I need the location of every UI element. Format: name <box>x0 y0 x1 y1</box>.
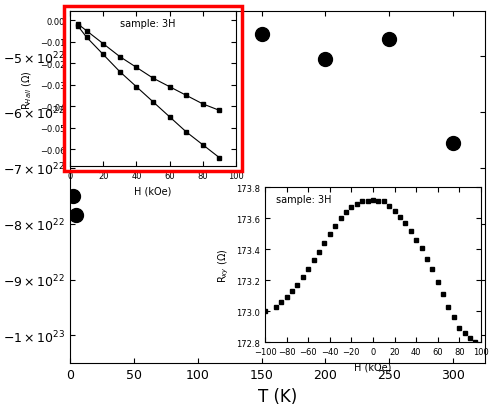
Point <box>92 95 100 102</box>
Point <box>117 84 125 91</box>
X-axis label: T (K): T (K) <box>258 387 297 405</box>
Point <box>72 212 80 219</box>
Point <box>98 90 106 97</box>
Point <box>85 101 93 108</box>
Point <box>449 140 457 147</box>
Point <box>322 57 330 63</box>
Point <box>104 87 112 94</box>
Point <box>258 31 266 38</box>
Point <box>79 140 87 147</box>
Point <box>130 81 138 88</box>
Point <box>385 37 393 43</box>
Point <box>68 193 76 199</box>
